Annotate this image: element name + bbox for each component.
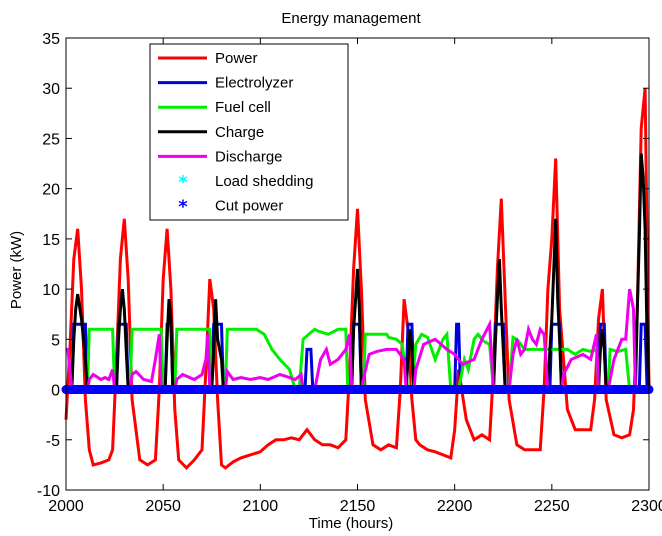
legend-marker-6: * bbox=[178, 197, 188, 218]
legend-label-0: Power bbox=[215, 50, 258, 67]
x-tick-label: 2150 bbox=[340, 498, 376, 515]
legend-label-2: Fuel cell bbox=[215, 99, 271, 116]
x-axis-label: Time (hours) bbox=[309, 515, 393, 532]
y-tick-label: 30 bbox=[42, 81, 60, 98]
y-tick-label: -5 bbox=[46, 433, 60, 450]
x-tick-label: 2300 bbox=[631, 498, 662, 515]
legend-label-4: Discharge bbox=[215, 148, 283, 165]
legend-label-1: Electrolyzer bbox=[215, 75, 293, 92]
x-tick-label: 2100 bbox=[243, 498, 279, 515]
x-tick-label: 2050 bbox=[145, 498, 181, 515]
legend: Power Electrolyzer Fuel cell Charge Discharg… bbox=[149, 43, 349, 221]
y-tick-label: 0 bbox=[51, 383, 60, 400]
chart-title: Energy management bbox=[281, 10, 421, 27]
y-tick-label: 15 bbox=[42, 232, 60, 249]
y-tick-label: 20 bbox=[42, 182, 60, 199]
y-tick-label: 35 bbox=[42, 31, 60, 48]
y-tick-label: 10 bbox=[42, 282, 60, 299]
y-tick-label: 25 bbox=[42, 131, 60, 148]
legend-label-3: Charge bbox=[215, 124, 264, 141]
legend-label-6: Cut power bbox=[215, 198, 283, 215]
ticks-layer: 2000 2050 2100 2150 2200 2250 2300 -10 -5 0 5 10 15 2… bbox=[37, 31, 662, 515]
y-tick-label: 5 bbox=[51, 332, 60, 349]
x-tick-label: 2000 bbox=[48, 498, 84, 515]
x-tick-label: 2200 bbox=[437, 498, 473, 515]
y-tick-label: -10 bbox=[37, 483, 60, 500]
legend-label-5: Load shedding bbox=[215, 173, 313, 190]
series-line-0 bbox=[64, 88, 651, 471]
series-layer bbox=[61, 88, 654, 471]
legend-marker-5: * bbox=[178, 172, 188, 193]
y-axis-label: Power (kW) bbox=[8, 231, 25, 309]
x-tick-label: 2250 bbox=[534, 498, 570, 515]
